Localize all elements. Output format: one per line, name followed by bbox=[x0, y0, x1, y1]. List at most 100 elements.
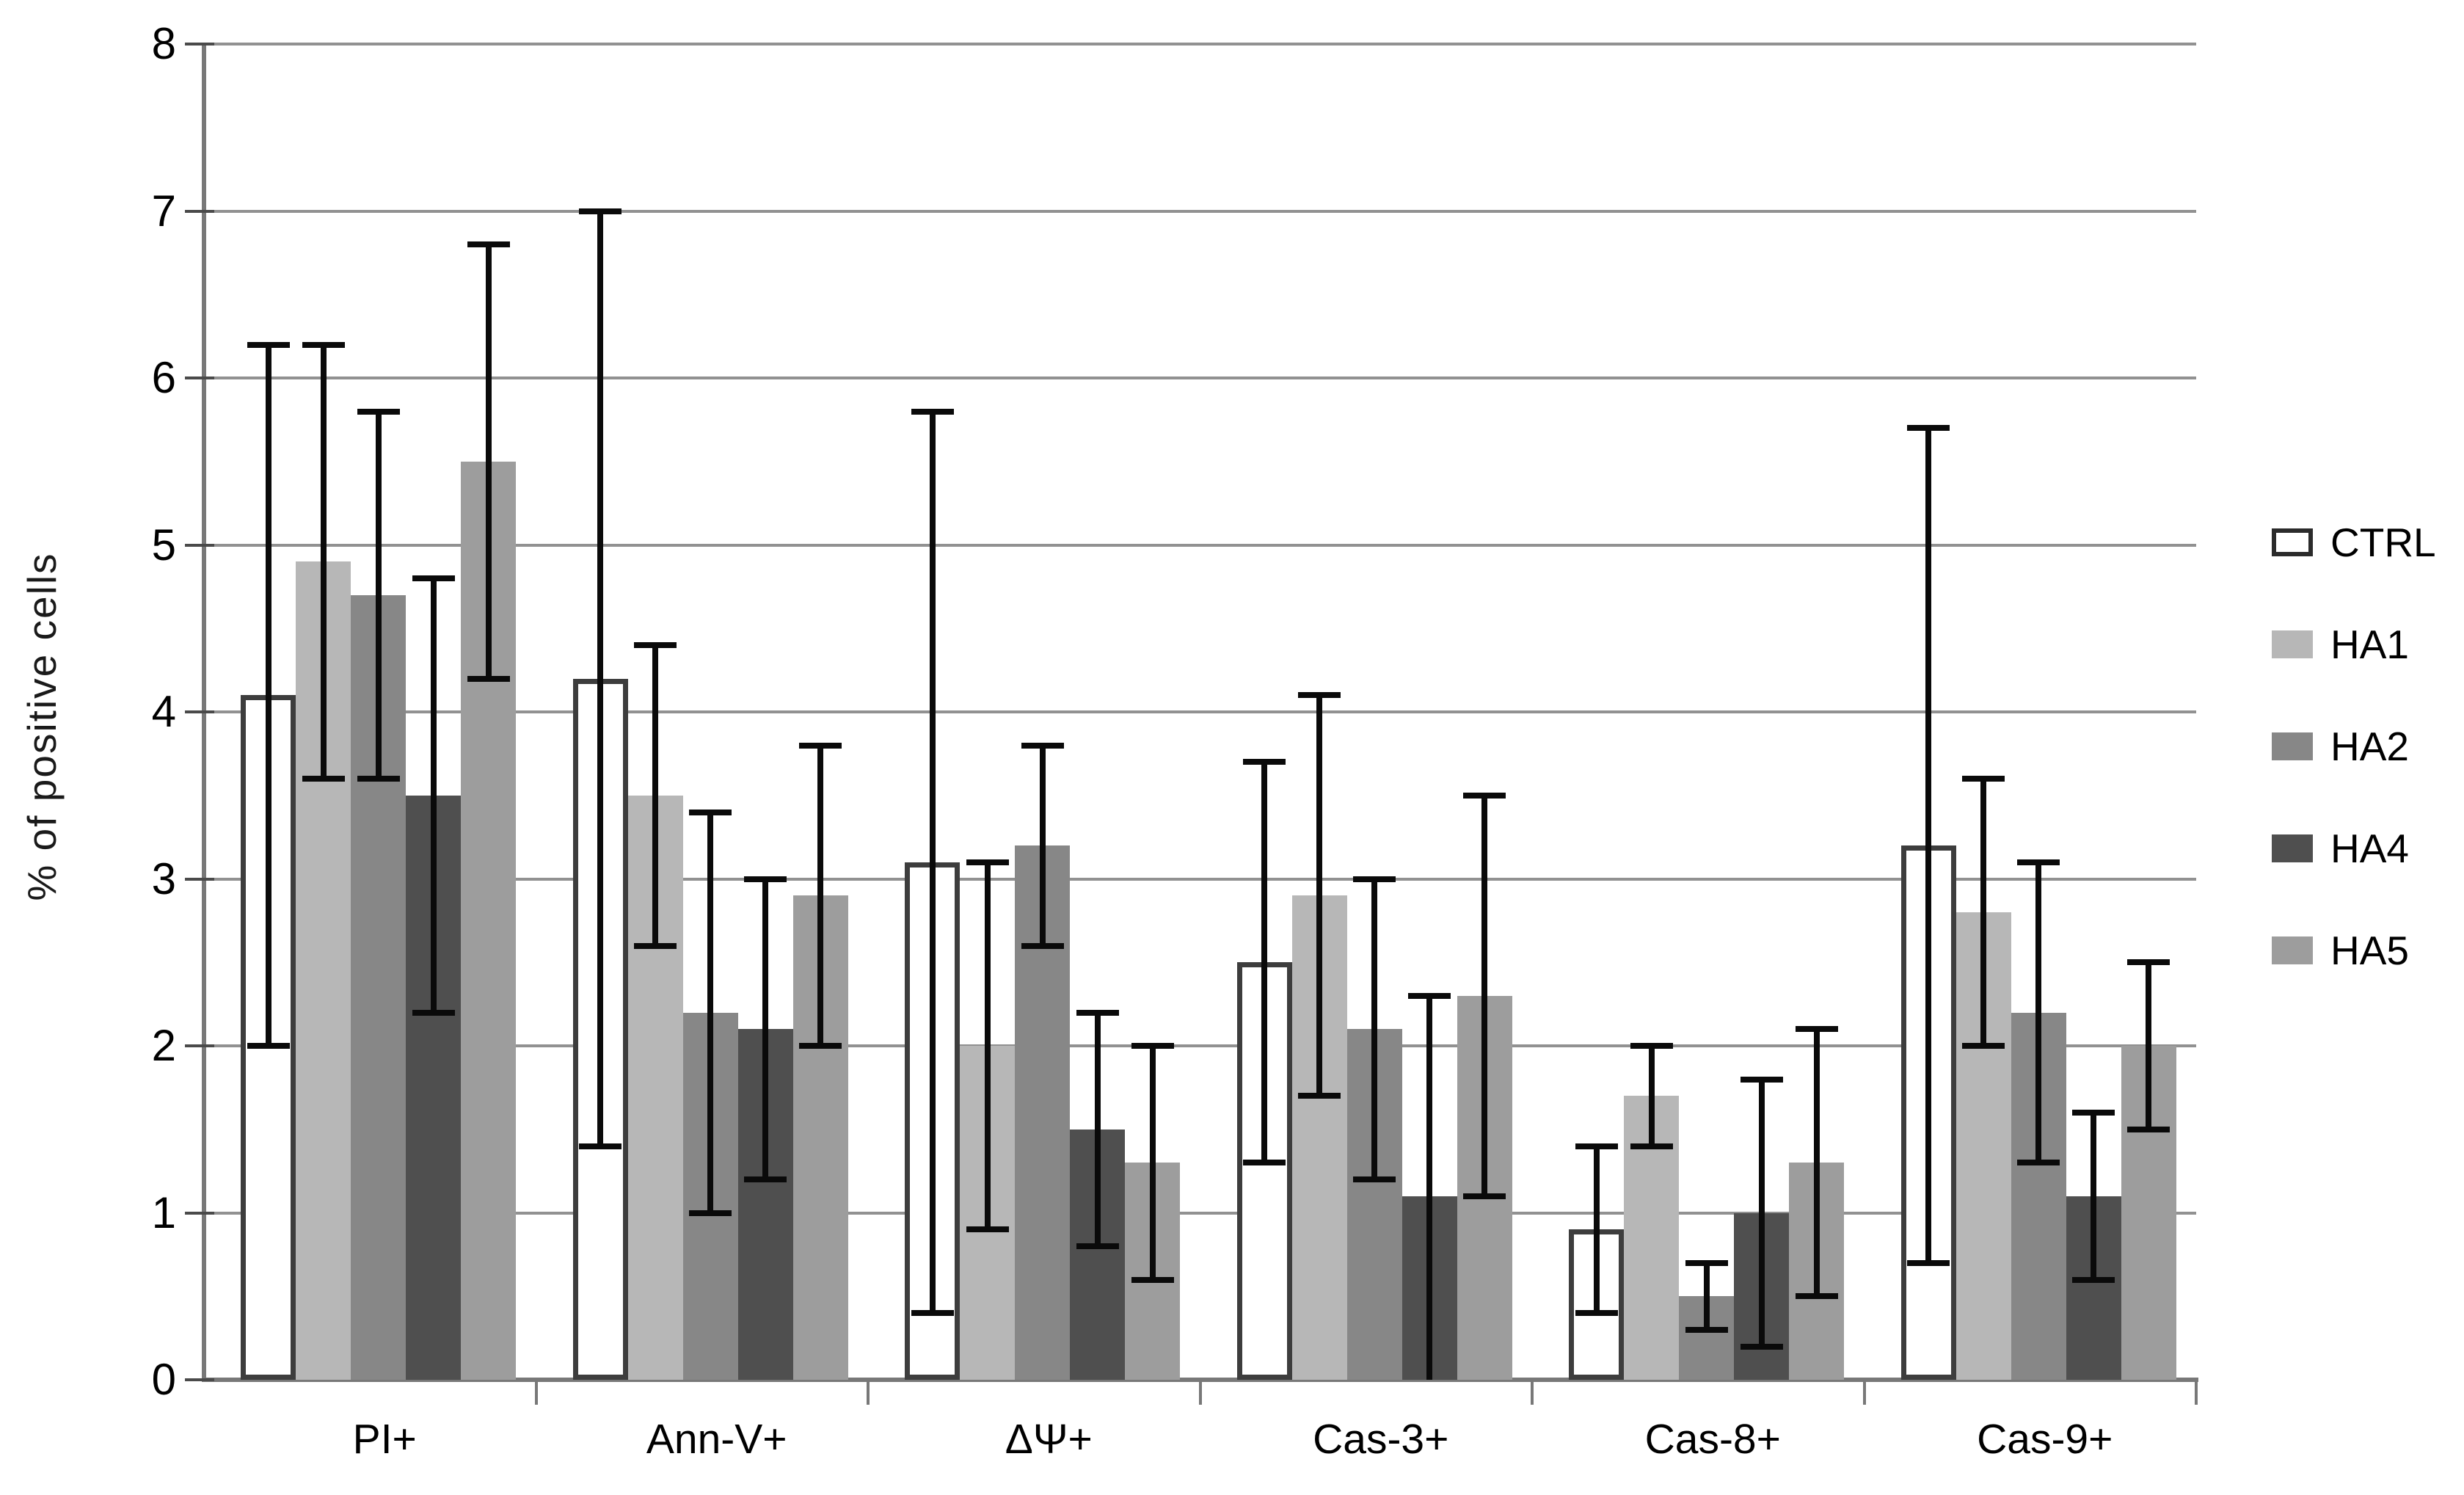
x-tick-mark bbox=[1862, 1380, 1866, 1405]
error-bar-cap bbox=[467, 241, 510, 247]
x-category-label: Cas-9+ bbox=[1977, 1416, 2113, 1463]
x-category-label: PI+ bbox=[352, 1416, 417, 1463]
error-bar-cap bbox=[1463, 1193, 1506, 1199]
error-bar-line bbox=[265, 344, 271, 1046]
error-bar-cap bbox=[1243, 759, 1286, 765]
y-tick-mark bbox=[185, 1211, 214, 1215]
error-bar-cap bbox=[2127, 1126, 2170, 1132]
y-tick-label: 0 bbox=[151, 1355, 176, 1404]
error-bar-cap bbox=[911, 1310, 954, 1316]
error-bar-cap bbox=[1795, 1293, 1838, 1300]
y-tick-mark bbox=[185, 43, 214, 46]
error-bar-cap bbox=[1076, 1243, 1119, 1249]
error-bar-line bbox=[1039, 745, 1046, 946]
legend-swatch-ha2 bbox=[2272, 732, 2313, 760]
error-bar-line bbox=[1703, 1262, 1710, 1330]
error-bar-cap bbox=[1243, 1160, 1286, 1166]
error-bar-cap bbox=[1795, 1026, 1838, 1033]
error-bar-line bbox=[1316, 695, 1322, 1096]
error-bar-cap bbox=[1131, 1043, 1174, 1049]
error-bar-line bbox=[1094, 1012, 1101, 1246]
gridline bbox=[204, 710, 2196, 713]
error-bar-cap bbox=[1630, 1143, 1673, 1149]
error-bar-cap bbox=[966, 859, 1009, 865]
error-bar-line bbox=[1261, 762, 1267, 1163]
legend-swatch-ha1 bbox=[2272, 630, 2313, 658]
error-bar-cap bbox=[2127, 959, 2170, 966]
error-bar-cap bbox=[744, 876, 787, 882]
legend-swatch-ha5 bbox=[2272, 936, 2313, 964]
error-bar-cap bbox=[689, 1210, 732, 1216]
error-bar-line bbox=[597, 211, 603, 1146]
error-bar-line bbox=[430, 578, 437, 1013]
error-bar-line bbox=[929, 411, 936, 1313]
error-bar-line bbox=[1371, 879, 1377, 1179]
y-tick-mark bbox=[185, 377, 214, 379]
error-bar-cap bbox=[1353, 1176, 1396, 1182]
error-bar-cap bbox=[799, 742, 842, 749]
x-tick-mark bbox=[867, 1380, 870, 1405]
error-bar-cap bbox=[1962, 1043, 2005, 1049]
error-bar-line bbox=[1426, 995, 1432, 1380]
legend-label: CTRL bbox=[2330, 520, 2436, 565]
error-bar-cap bbox=[2017, 859, 2060, 865]
error-bar-line bbox=[1813, 1029, 1820, 1297]
error-bar-line bbox=[485, 244, 492, 679]
error-bar-cap bbox=[799, 1043, 842, 1049]
y-tick-mark bbox=[185, 543, 214, 547]
y-tick-label: 1 bbox=[151, 1187, 176, 1237]
error-bar-cap bbox=[1630, 1043, 1673, 1049]
error-bar-cap bbox=[2072, 1110, 2115, 1116]
error-bar-line bbox=[1648, 1046, 1655, 1146]
y-tick-label: 8 bbox=[151, 19, 176, 68]
error-bar-cap bbox=[1685, 1326, 1728, 1333]
x-category-label: ΔΨ+ bbox=[1005, 1416, 1093, 1463]
legend-label: HA5 bbox=[2330, 928, 2409, 973]
error-bar-line bbox=[984, 862, 991, 1230]
x-tick-mark bbox=[534, 1380, 538, 1405]
error-bar-cap bbox=[1740, 1076, 1783, 1083]
x-category-label: Cas-8+ bbox=[1644, 1416, 1781, 1463]
error-bar-cap bbox=[1575, 1143, 1618, 1149]
error-bar-line bbox=[652, 645, 658, 946]
y-tick-label: 3 bbox=[151, 854, 176, 903]
legend-swatch-ctrl bbox=[2272, 528, 2313, 556]
error-bar-line bbox=[1593, 1146, 1600, 1313]
y-tick-label: 2 bbox=[151, 1021, 176, 1070]
error-bar-cap bbox=[412, 1009, 455, 1016]
y-tick-label: 4 bbox=[151, 687, 176, 736]
error-bar-cap bbox=[744, 1176, 787, 1182]
y-tick-label: 5 bbox=[151, 520, 176, 570]
error-bar-line bbox=[2146, 962, 2151, 1130]
error-bar-cap bbox=[911, 408, 954, 415]
error-bar-cap bbox=[302, 776, 345, 782]
y-tick-mark bbox=[185, 209, 214, 213]
error-bar-line bbox=[1925, 428, 1931, 1263]
legend-label: HA1 bbox=[2330, 622, 2409, 667]
error-bar-cap bbox=[1907, 1259, 1950, 1266]
error-bar-cap bbox=[1463, 792, 1506, 799]
error-bar-cap bbox=[1408, 992, 1451, 999]
gridline bbox=[204, 1044, 2196, 1047]
x-category-label: Ann-V+ bbox=[646, 1416, 787, 1463]
error-bar-cap bbox=[1131, 1276, 1174, 1283]
y-tick-mark bbox=[185, 877, 214, 881]
legend-label: HA2 bbox=[2330, 724, 2409, 769]
error-bar-cap bbox=[634, 942, 677, 949]
error-bar-cap bbox=[357, 408, 400, 415]
gridline bbox=[204, 1211, 2196, 1215]
error-bar-cap bbox=[1685, 1259, 1728, 1266]
error-bar-cap bbox=[1021, 742, 1064, 749]
error-bar-line bbox=[1980, 779, 1986, 1046]
error-bar-cap bbox=[1962, 776, 2005, 782]
legend-swatch-ha4 bbox=[2272, 834, 2313, 862]
error-bar-cap bbox=[1740, 1343, 1783, 1350]
error-bar-cap bbox=[1298, 1093, 1341, 1099]
gridline bbox=[204, 377, 2196, 379]
error-bar-cap bbox=[1076, 1009, 1119, 1016]
error-bar-cap bbox=[579, 208, 622, 214]
error-bar-line bbox=[320, 344, 327, 779]
y-tick-mark bbox=[185, 1044, 214, 1047]
